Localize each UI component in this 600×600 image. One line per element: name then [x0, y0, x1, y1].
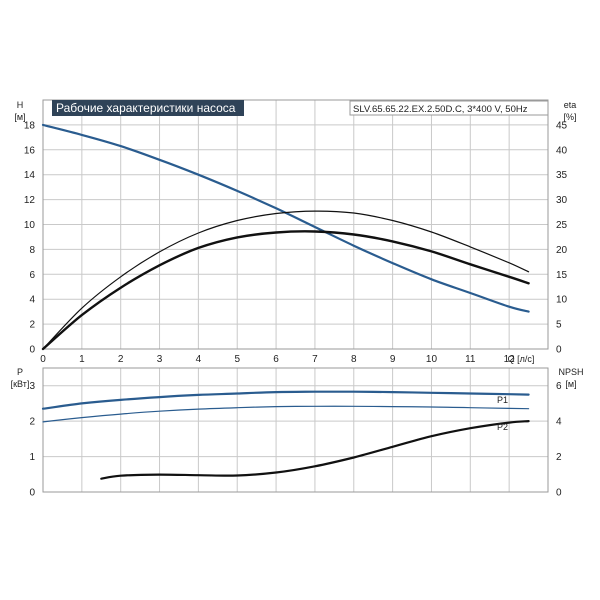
x-tick-label: 8 [351, 354, 357, 365]
left-tick-label: 18 [24, 120, 36, 131]
right-tick-label: 35 [556, 170, 568, 181]
p2-curve [42, 405, 530, 423]
right-tick-label: 20 [556, 245, 568, 256]
x-tick-label: 7 [312, 354, 318, 365]
left-tick-label: 2 [29, 320, 35, 331]
x-tick-label: 6 [273, 354, 279, 365]
series-2-curve [41, 230, 530, 351]
x-tick-label: 2 [118, 354, 124, 365]
left-tick-label: 14 [24, 170, 36, 181]
series-1-curve [42, 210, 530, 350]
left-tick-label: 6 [29, 270, 35, 281]
left-tick-label: 4 [29, 295, 35, 306]
right-tick-label: 10 [556, 295, 568, 306]
npsh-axis-label: NPSH [558, 367, 583, 377]
right-tick-label: 45 [556, 120, 568, 131]
x-tick-label: 12 [504, 354, 516, 365]
left-tick-label: 8 [29, 245, 35, 256]
x-tick-label: 1 [79, 354, 85, 365]
top-curves [41, 123, 530, 351]
right-tick-label: 0 [556, 488, 562, 499]
right-tick-label: 5 [556, 320, 562, 331]
model-label: SLV.65.65.22.EX.2.50D.C, 3*400 V, 50Hz [353, 104, 528, 115]
left-tick-label: 0 [29, 345, 35, 356]
bottom-tick-labels: 0 1 2 3 0 2 4 6 [29, 381, 562, 498]
top-tick-labels: 0 1 2 3 4 5 6 7 8 9 10 11 12024681012141618051015202… [24, 120, 568, 365]
p-axis-label: P [17, 367, 23, 377]
p2-series-label: P2 [497, 422, 508, 432]
left-tick-label: 3 [29, 381, 35, 392]
left-tick-label: 1 [29, 452, 35, 463]
right-tick-label: 4 [556, 417, 562, 428]
left-tick-label: 10 [24, 220, 36, 231]
model-label-box [349, 100, 549, 116]
h-axis-label: H [17, 100, 24, 110]
right-tick-label: 2 [556, 452, 562, 463]
x-tick-label: 4 [196, 354, 202, 365]
p-axis-unit: [кВт] [11, 379, 30, 389]
chart-title: Рабочие характеристики насоса [56, 101, 236, 115]
eta-axis-unit: [%] [563, 112, 576, 122]
right-tick-label: 25 [556, 220, 568, 231]
series-0-curve [41, 123, 530, 313]
top-plot-frame [42, 99, 549, 350]
left-tick-label: 0 [29, 488, 35, 499]
npsh-axis-unit: [м] [565, 379, 576, 389]
eta-axis-label: eta [564, 100, 577, 110]
x-tick-label: 11 [465, 354, 476, 365]
x-tick-label: 9 [390, 354, 396, 365]
right-tick-label: 0 [556, 345, 562, 356]
left-tick-label: 12 [24, 195, 36, 206]
x-tick-label: 0 [40, 354, 46, 365]
p1-curve [41, 390, 530, 410]
chart-title-box [52, 100, 244, 116]
series-2-curve [100, 420, 530, 480]
bottom-grid [43, 368, 548, 492]
p1-series-label: P1 [497, 395, 508, 405]
right-tick-label: 30 [556, 195, 568, 206]
h-axis-unit: [м] [14, 112, 25, 122]
left-tick-label: 2 [29, 417, 35, 428]
bottom-plot-area: 0 1 2 3 0 2 4 6 P [кВт] NPSH [м] P1 P2 [11, 367, 584, 499]
q-axis-unit: Q [л/с] [508, 354, 535, 364]
right-tick-label: 6 [556, 381, 562, 392]
x-tick-label: 5 [234, 354, 240, 365]
x-tick-label: 3 [157, 354, 163, 365]
left-tick-label: 16 [24, 145, 36, 156]
x-tick-label: 10 [426, 354, 438, 365]
right-tick-label: 40 [556, 145, 568, 156]
bottom-curves [41, 390, 530, 480]
top-plot-area: 0 1 2 3 4 5 6 7 8 9 10 11 12024681012141618051015202… [14, 99, 577, 365]
top-grid [43, 100, 548, 349]
bottom-plot-frame [42, 367, 549, 493]
right-tick-label: 15 [556, 270, 568, 281]
